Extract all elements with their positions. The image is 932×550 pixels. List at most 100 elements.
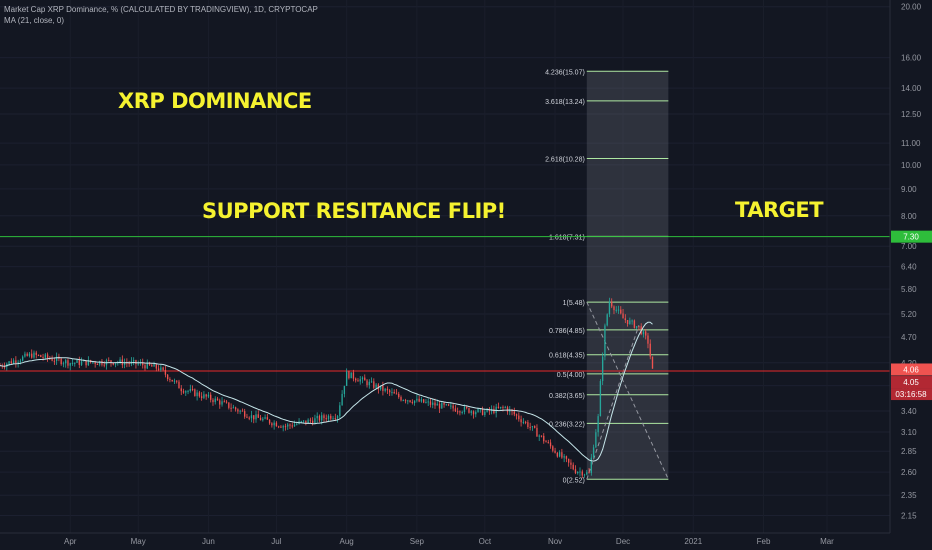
candle-body: [563, 456, 565, 458]
fib-level-label: 1.618(7.31): [549, 234, 585, 241]
candle-body: [230, 407, 232, 409]
candle-body: [178, 381, 180, 389]
candle-body: [334, 418, 336, 420]
fib-level-label: 0.5(4.00): [557, 372, 585, 379]
legend-title: Market Cap XRP Dominance, % (CALCULATED …: [4, 5, 318, 14]
candle-body: [85, 360, 87, 366]
candle-body: [540, 435, 543, 437]
y-tick-label: 16.00: [901, 54, 922, 63]
candle-body: [46, 354, 49, 359]
candle-body: [352, 372, 355, 379]
fib-level-label: 4.236(15.07): [545, 69, 585, 76]
candle-body: [425, 402, 427, 404]
candle-body: [552, 446, 554, 451]
candle-body: [289, 424, 291, 426]
candle-body: [583, 474, 586, 476]
candle-body: [561, 452, 563, 458]
candle-body: [78, 359, 80, 365]
candle-body: [416, 398, 418, 401]
candle-body: [493, 408, 495, 413]
candle-body: [339, 405, 341, 417]
candle-body: [103, 364, 105, 366]
candle-body: [42, 356, 44, 358]
candle-body: [24, 353, 26, 357]
chart-legend: Market Cap XRP Dominance, % (CALCULATED …: [4, 4, 318, 26]
candle-body: [461, 411, 463, 413]
annotation-flip: SUPPORT RESITANCE FLIP!: [202, 199, 506, 223]
candle-body: [418, 398, 420, 402]
candle-body: [466, 406, 468, 409]
candle-body: [373, 381, 375, 388]
candle-body: [538, 435, 540, 437]
candle-body: [8, 361, 10, 364]
candle-body: [266, 417, 269, 420]
candle-body: [613, 306, 615, 311]
candle-body: [570, 462, 572, 465]
candle-body: [128, 363, 130, 365]
candle-body: [31, 353, 33, 358]
fib-level-label: 0(2.52): [563, 477, 585, 484]
candle-body: [402, 400, 404, 402]
candle-body: [608, 301, 611, 315]
annotation-target: TARGET: [735, 198, 824, 222]
candle-body: [155, 364, 158, 369]
candle-body: [176, 380, 178, 382]
candle-body: [28, 353, 31, 356]
x-tick-label: May: [131, 537, 146, 546]
badge-red-1: 4.06: [903, 365, 919, 374]
candle-body: [341, 393, 343, 406]
fib-level-label: 1(5.48): [563, 300, 585, 307]
candle-body: [137, 363, 139, 365]
candle-body: [173, 380, 176, 382]
candle-body: [375, 384, 377, 388]
candle-body: [33, 352, 35, 358]
y-tick-label: 5.80: [901, 285, 917, 294]
candle-body: [293, 424, 296, 427]
candle-body: [450, 405, 452, 407]
candle-body: [558, 452, 561, 457]
fib-level-label: 0.382(3.65): [549, 393, 585, 400]
candle-body: [255, 414, 257, 420]
moving-average-series: [0, 321, 653, 462]
candle-body: [432, 402, 434, 405]
candle-body: [182, 391, 185, 393]
candle-body: [144, 365, 146, 369]
candle-body: [241, 410, 244, 412]
candle-body: [420, 399, 423, 402]
candle-body: [44, 354, 46, 358]
candle-body: [194, 389, 196, 397]
candle-body: [604, 325, 606, 357]
candle-body: [509, 409, 511, 412]
candle-body: [282, 426, 284, 428]
candle-body: [651, 356, 654, 369]
candle-body: [300, 421, 303, 423]
y-tick-label: 2.15: [901, 512, 917, 521]
candle-body: [307, 419, 309, 424]
candle-body: [565, 456, 568, 459]
candle-body: [271, 423, 273, 426]
candle-body: [611, 301, 613, 307]
x-tick-label: 2021: [684, 537, 702, 546]
candle-body: [316, 415, 318, 419]
candle-body: [502, 406, 504, 408]
candle-body: [15, 360, 17, 364]
candle-body: [497, 406, 500, 408]
candle-body: [386, 388, 389, 391]
badge-red-1-bg: [891, 363, 932, 376]
x-tick-label: Nov: [548, 537, 562, 546]
candle-body: [10, 361, 13, 364]
price-axis: 20.00 16.00 14.00 12.50 11.00 10.00 9.00 8.00 7.…: [889, 0, 922, 533]
candle-body: [459, 411, 461, 413]
candle-body: [454, 408, 457, 412]
x-tick-label: Sep: [410, 537, 425, 546]
candle-body: [411, 401, 414, 403]
y-tick-label: 11.00: [901, 139, 921, 148]
candle-body: [409, 400, 411, 402]
candle-body: [96, 363, 99, 365]
candle-body: [513, 411, 515, 415]
candle-body: [615, 309, 617, 311]
candle-body: [51, 358, 53, 361]
candle-body: [642, 331, 645, 335]
y-tick-label: 10.00: [901, 161, 922, 170]
